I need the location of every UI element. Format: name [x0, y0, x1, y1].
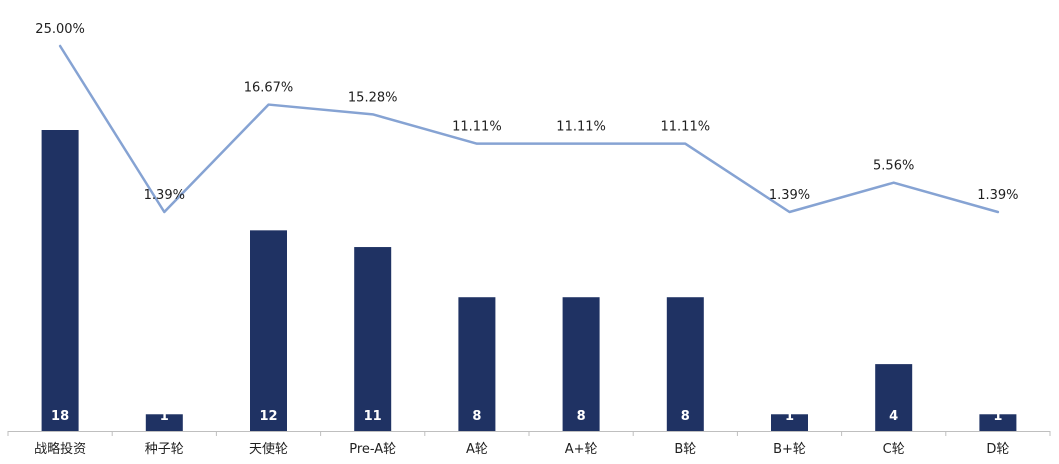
- x-tick-label-9: D轮: [986, 442, 1009, 457]
- x-tick-label-8: C轮: [883, 442, 905, 457]
- line-value-label-1: 1.39%: [144, 188, 185, 203]
- line-value-label-9: 1.39%: [977, 188, 1018, 203]
- bar-value-label-0: 18: [51, 409, 69, 424]
- x-tick-label-7: B+轮: [773, 442, 806, 457]
- x-tick-label-3: Pre-A轮: [349, 442, 396, 457]
- line-layer: [58, 44, 1000, 214]
- bar-1: [145, 414, 183, 431]
- bar-6: [666, 297, 704, 431]
- line-value-label-7: 1.39%: [769, 188, 810, 203]
- bar-0: [41, 130, 79, 431]
- x-tick-label-6: B轮: [674, 442, 696, 457]
- x-tick-label-5: A+轮: [565, 442, 598, 457]
- bar-value-label-1: 1: [160, 409, 169, 424]
- bar-value-label-3: 11: [364, 409, 382, 424]
- bar-value-label-6: 8: [681, 409, 690, 424]
- bar-value-label-2: 12: [259, 409, 277, 424]
- x-axis: 战略投资 种子轮 天使轮 Pre-A轮 A轮 A+轮 B轮 B+轮 C轮 D轮: [7, 431, 1051, 457]
- x-tick-label-4: A轮: [466, 442, 488, 457]
- bar-value-label-4: 8: [472, 409, 481, 424]
- bar-8: [875, 364, 913, 431]
- bar-3: [354, 247, 392, 431]
- line-value-label-0: 25.00%: [35, 22, 85, 37]
- bar-7: [771, 414, 808, 431]
- x-tick-label-2: 天使轮: [249, 441, 288, 457]
- line-value-label-4: 11.11%: [452, 120, 502, 135]
- bar-value-label-5: 8: [577, 409, 586, 424]
- bar-5: [562, 297, 600, 431]
- bar-9: [979, 414, 1017, 431]
- line-value-label-6: 11.11%: [661, 120, 711, 135]
- bars-layer: [41, 130, 1017, 431]
- x-tick-label-1: 种子轮: [145, 442, 184, 457]
- line-value-label-8: 5.56%: [873, 159, 914, 174]
- line-value-label-3: 15.28%: [348, 90, 398, 105]
- percentage-line: [58, 44, 1000, 214]
- bar-4: [458, 297, 496, 431]
- x-tick-label-0: 战略投资: [34, 441, 86, 457]
- bar-value-label-8: 4: [889, 409, 898, 424]
- line-value-label-5: 11.11%: [556, 120, 606, 135]
- bar-value-label-7: 1: [785, 409, 794, 424]
- labels-layer: 18 1 12 11 8 8 8 1 4 1 25.00% 1.39% 16.67% 15.28% 11.1…: [35, 22, 1018, 424]
- bar-value-label-9: 1: [993, 409, 1002, 424]
- bar-2: [250, 230, 287, 431]
- line-value-label-2: 16.67%: [244, 81, 294, 96]
